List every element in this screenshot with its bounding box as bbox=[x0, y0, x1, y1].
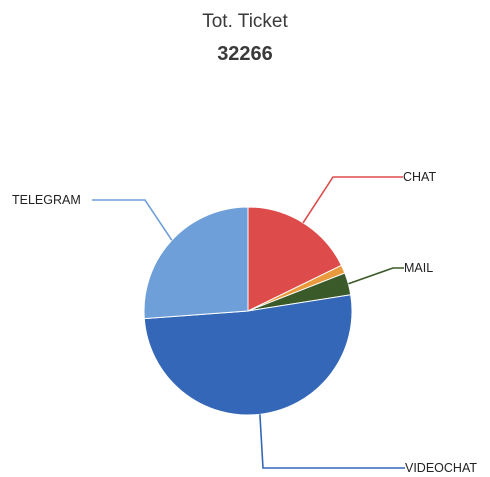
chart-title-block: Tot. Ticket 32266 bbox=[0, 10, 490, 68]
pie-slices bbox=[143, 206, 353, 416]
chart-total-value: 32266 bbox=[217, 43, 273, 65]
slice-labels: CHAT MAIL VIDEOCHAT TELEGRAM bbox=[12, 170, 477, 475]
leader-lines bbox=[92, 176, 405, 469]
slice-label-chat: CHAT bbox=[403, 170, 436, 184]
slice-label-telegram: TELEGRAM bbox=[12, 193, 81, 207]
slice-label-mail: MAIL bbox=[404, 261, 433, 275]
leader-line-mail bbox=[348, 267, 404, 285]
leader-line-chat bbox=[302, 176, 403, 224]
leader-line-videochat bbox=[259, 414, 405, 469]
pie-slice-telegram bbox=[143, 206, 249, 320]
slice-label-videochat: VIDEOCHAT bbox=[405, 461, 477, 475]
chart-title: Tot. Ticket bbox=[202, 11, 288, 32]
leader-line-telegram bbox=[92, 199, 173, 241]
